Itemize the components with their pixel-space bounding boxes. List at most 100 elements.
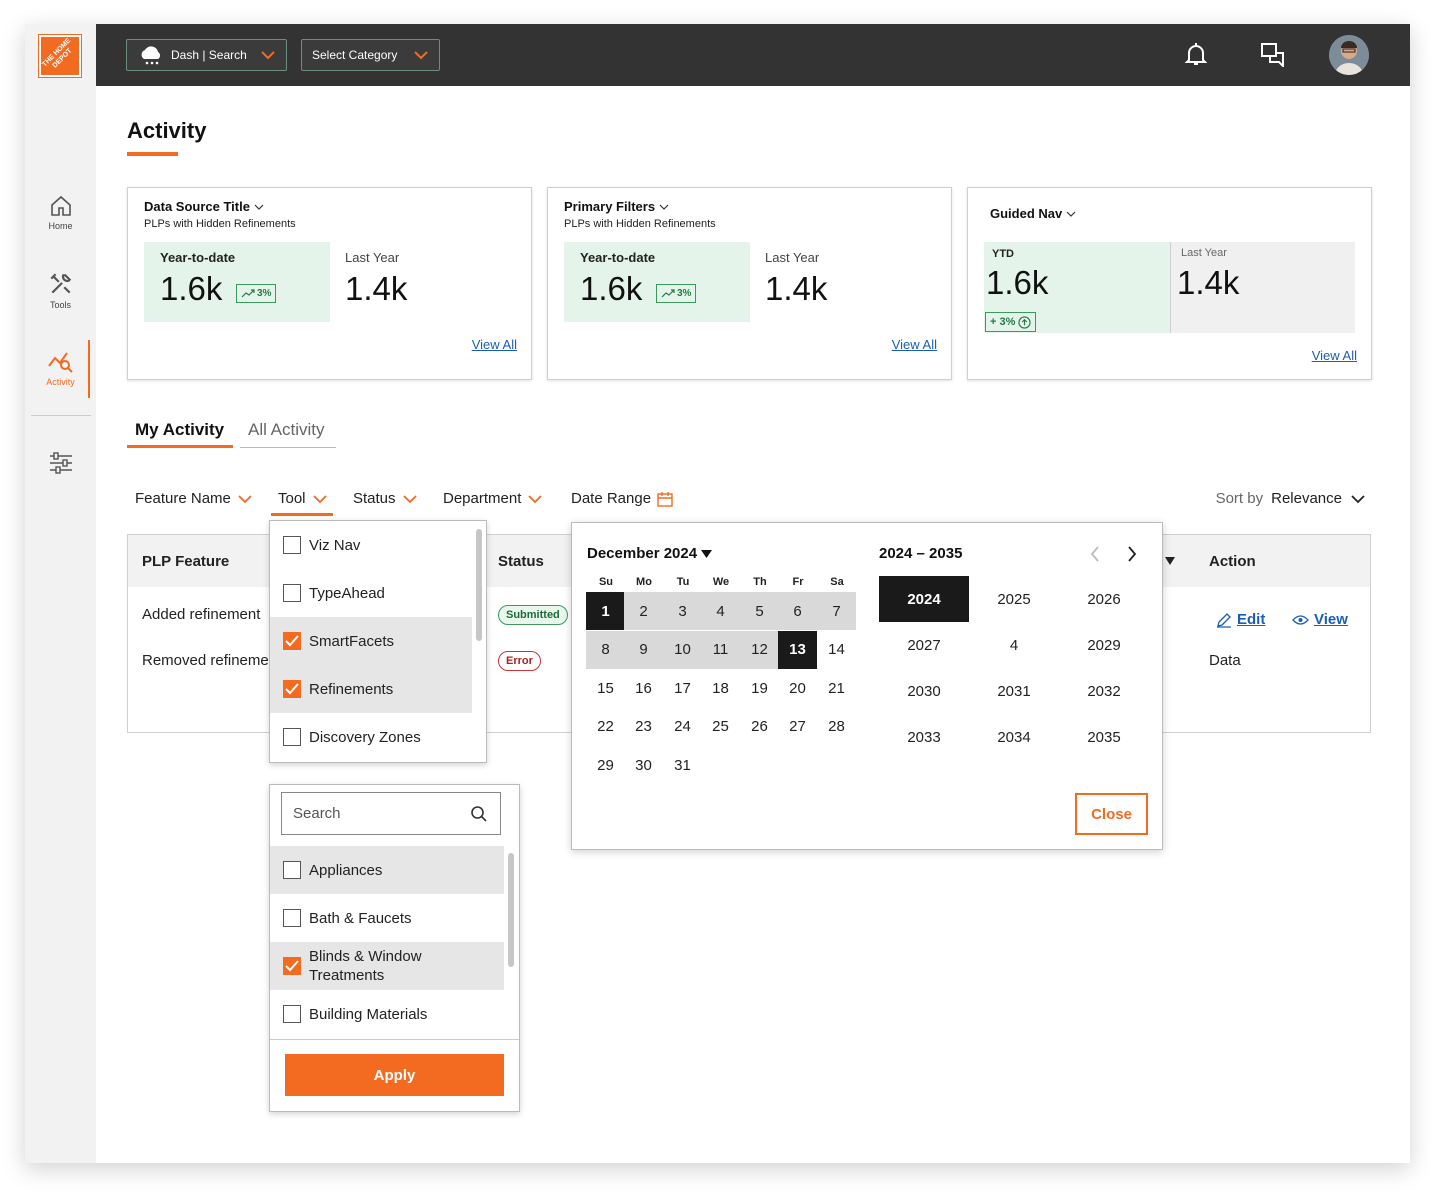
tab-all-activity[interactable]: All Activity — [248, 420, 325, 439]
chevron-left-icon[interactable] — [1089, 545, 1101, 563]
calendar-day[interactable]: 25 — [712, 718, 729, 735]
checkbox[interactable] — [283, 584, 301, 602]
tab-my-activity[interactable]: My Activity — [135, 420, 225, 439]
calendar-day[interactable]: 14 — [828, 641, 845, 658]
calendar-day[interactable]: 3 — [663, 592, 702, 630]
close-button[interactable]: Close — [1075, 793, 1148, 835]
year-option[interactable]: 2034 — [997, 728, 1031, 746]
year-option[interactable]: 2029 — [1087, 636, 1121, 654]
calendar-day[interactable]: 11 — [701, 630, 740, 669]
tool-option-viz-nav[interactable]: Viz Nav — [270, 521, 472, 569]
sort-caret-icon[interactable] — [1165, 557, 1175, 565]
bell-icon[interactable] — [1184, 41, 1208, 67]
month-selector[interactable]: December 2024 — [587, 545, 713, 562]
year-option[interactable]: 2025 — [997, 590, 1031, 608]
filter-feature-name[interactable]: Feature Name — [135, 490, 253, 507]
calendar-day[interactable]: 24 — [674, 718, 691, 735]
sidebar-item-home[interactable]: Home — [25, 194, 96, 231]
calendar-day[interactable]: 17 — [674, 679, 691, 697]
view-link[interactable]: View — [1292, 611, 1348, 628]
calendar-day[interactable]: 19 — [751, 679, 768, 697]
chevron-right-icon[interactable] — [1126, 545, 1138, 563]
department-option-blinds[interactable]: Blinds & Window Treatments — [270, 942, 504, 990]
calendar-day[interactable]: 12 — [740, 630, 779, 669]
calendar-day[interactable]: 15 — [597, 679, 614, 697]
calendar-day[interactable]: 10 — [663, 630, 702, 669]
checkbox[interactable] — [283, 909, 301, 927]
year-option[interactable]: 2033 — [907, 728, 941, 746]
sidebar-item-settings[interactable] — [25, 451, 96, 478]
tool-option-discovery-zones[interactable]: Discovery Zones — [270, 713, 472, 761]
calendar-day[interactable]: 18 — [712, 679, 729, 697]
sort-dropdown[interactable]: Sort by Relevance — [1216, 490, 1366, 507]
department-option-building-materials[interactable]: Building Materials — [270, 990, 504, 1038]
checkbox-checked[interactable] — [283, 680, 301, 698]
tool-option-smartfacets[interactable]: SmartFacets — [270, 617, 472, 665]
chat-icon[interactable] — [1260, 41, 1286, 67]
calendar-day[interactable]: 20 — [789, 679, 806, 697]
checkbox-checked[interactable] — [283, 957, 301, 975]
view-all-link[interactable]: View All — [891, 337, 937, 352]
calendar-day[interactable]: 26 — [751, 718, 768, 735]
view-all-link[interactable]: View All — [1311, 348, 1357, 363]
tool-option-typeahead[interactable]: TypeAhead — [270, 569, 472, 617]
year-option[interactable]: 2026 — [1087, 590, 1121, 608]
sidebar-item-tools[interactable]: Tools — [25, 271, 96, 310]
inactive-tab-underline — [240, 447, 336, 448]
calendar-day[interactable]: 1 — [586, 592, 625, 630]
column-header-status[interactable]: Status — [498, 553, 544, 570]
calendar-day[interactable]: 23 — [635, 718, 652, 735]
checkbox[interactable] — [283, 728, 301, 746]
filter-department[interactable]: Department — [443, 490, 543, 507]
year-option[interactable]: 2032 — [1087, 682, 1121, 700]
checkbox[interactable] — [283, 1005, 301, 1023]
calendar-day[interactable]: 22 — [597, 718, 614, 735]
checkbox[interactable] — [283, 861, 301, 879]
year-option[interactable]: 2024 — [879, 576, 969, 622]
calendar-day[interactable]: 30 — [635, 756, 652, 774]
department-option-bath-faucets[interactable]: Bath & Faucets — [270, 894, 504, 942]
dash-search-dropdown[interactable]: Dash | Search — [126, 39, 287, 71]
calendar-day[interactable]: 29 — [597, 756, 614, 774]
calendar-day[interactable]: 31 — [674, 756, 691, 774]
year-option[interactable]: 2031 — [997, 682, 1031, 700]
year-option[interactable]: 2030 — [907, 682, 941, 700]
calendar-day[interactable]: 6 — [778, 592, 817, 630]
year-option[interactable]: 2027 — [907, 636, 941, 654]
apply-button[interactable]: Apply — [285, 1054, 504, 1096]
calendar-day[interactable]: 4 — [701, 592, 740, 630]
edit-link[interactable]: Edit — [1216, 611, 1265, 628]
sidebar-item-activity[interactable]: Activity — [25, 348, 96, 387]
view-all-link[interactable]: View All — [471, 337, 517, 352]
calendar-day[interactable]: 16 — [635, 679, 652, 697]
calendar-day[interactable]: 27 — [789, 718, 806, 735]
home-depot-logo[interactable]: THE HOME DEPOT — [38, 34, 82, 78]
card-title[interactable]: Guided Nav — [990, 206, 1076, 221]
checkbox-checked[interactable] — [283, 632, 301, 650]
scrollbar-thumb[interactable] — [476, 529, 482, 641]
calendar-day[interactable]: 2 — [624, 592, 663, 630]
activity-icon — [47, 352, 73, 373]
column-header-feature[interactable]: PLP Feature — [142, 553, 230, 570]
department-option-appliances[interactable]: Appliances — [270, 846, 504, 894]
calendar-day[interactable]: 21 — [828, 679, 845, 697]
scrollbar-thumb[interactable] — [508, 853, 514, 967]
calendar-day[interactable]: 5 — [740, 592, 779, 630]
department-search-input[interactable]: Search — [281, 792, 501, 835]
year-option[interactable]: 4 — [1009, 636, 1019, 654]
card-title[interactable]: Primary Filters — [564, 199, 669, 214]
calendar-day[interactable]: 13 — [778, 630, 817, 669]
tool-option-refinements[interactable]: Refinements — [270, 665, 472, 713]
avatar[interactable] — [1329, 35, 1369, 75]
select-category-dropdown[interactable]: Select Category — [301, 39, 440, 71]
calendar-day[interactable]: 8 — [586, 630, 625, 669]
card-title[interactable]: Data Source Title — [144, 199, 264, 214]
calendar-day[interactable]: 9 — [624, 630, 663, 669]
calendar-day[interactable]: 7 — [817, 592, 856, 630]
checkbox[interactable] — [283, 536, 301, 554]
filter-tool[interactable]: Tool — [278, 490, 328, 507]
year-option[interactable]: 2035 — [1087, 728, 1121, 746]
calendar-day[interactable]: 28 — [828, 718, 845, 735]
filter-status[interactable]: Status — [353, 490, 418, 507]
filter-date-range[interactable]: Date Range — [571, 490, 673, 507]
